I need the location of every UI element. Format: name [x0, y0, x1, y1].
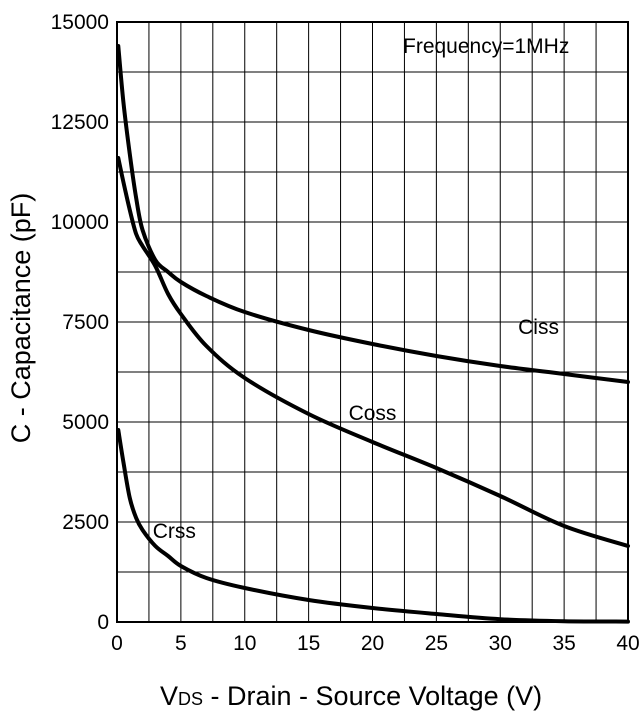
series-line-crss	[116, 428, 630, 624]
x-tick-label: 5	[175, 632, 187, 655]
series-line-coss	[116, 156, 630, 548]
x-tick-label: 0	[111, 632, 123, 655]
y-tick-label: 0	[97, 611, 109, 634]
series-labels: Ciss Coss Crss	[153, 316, 559, 543]
x-tick-label: 25	[425, 632, 448, 655]
frequency-annotation: Frequency=1MHz	[403, 35, 569, 58]
series-label-ciss: Ciss	[518, 316, 559, 339]
series-lines	[116, 44, 630, 624]
series-line-ciss	[116, 44, 630, 384]
y-tick-label: 2500	[62, 511, 109, 534]
series-label-crss: Crss	[153, 520, 196, 543]
y-tick-labels: 0 2500 5000 7500 10000 12500 15000	[51, 11, 109, 634]
x-axis-title-main: V	[160, 681, 178, 711]
x-tick-label: 35	[552, 632, 575, 655]
y-axis-title: C - Capacitance (pF)	[6, 193, 36, 444]
x-axis-title-subscript: DS	[178, 689, 203, 709]
y-tick-label: 15000	[51, 11, 109, 34]
y-tick-label: 7500	[62, 311, 109, 334]
y-tick-label: 12500	[51, 111, 109, 134]
grid	[116, 21, 629, 623]
y-tick-label: 10000	[51, 211, 109, 234]
x-tick-label: 15	[297, 632, 320, 655]
x-axis-title-rest: - Drain - Source Voltage (V)	[203, 681, 542, 711]
x-tick-label: 10	[233, 632, 256, 655]
x-tick-label: 20	[361, 632, 384, 655]
plot-frame	[116, 21, 629, 623]
series-label-coss: Coss	[349, 402, 397, 425]
x-axis-title: VDS - Drain - Source Voltage (V)	[160, 681, 542, 711]
x-tick-labels: 0 5 10 15 20 25 30 35 40	[111, 632, 640, 655]
x-tick-label: 40	[616, 632, 639, 655]
y-tick-label: 5000	[62, 411, 109, 434]
x-tick-label: 30	[489, 632, 512, 655]
